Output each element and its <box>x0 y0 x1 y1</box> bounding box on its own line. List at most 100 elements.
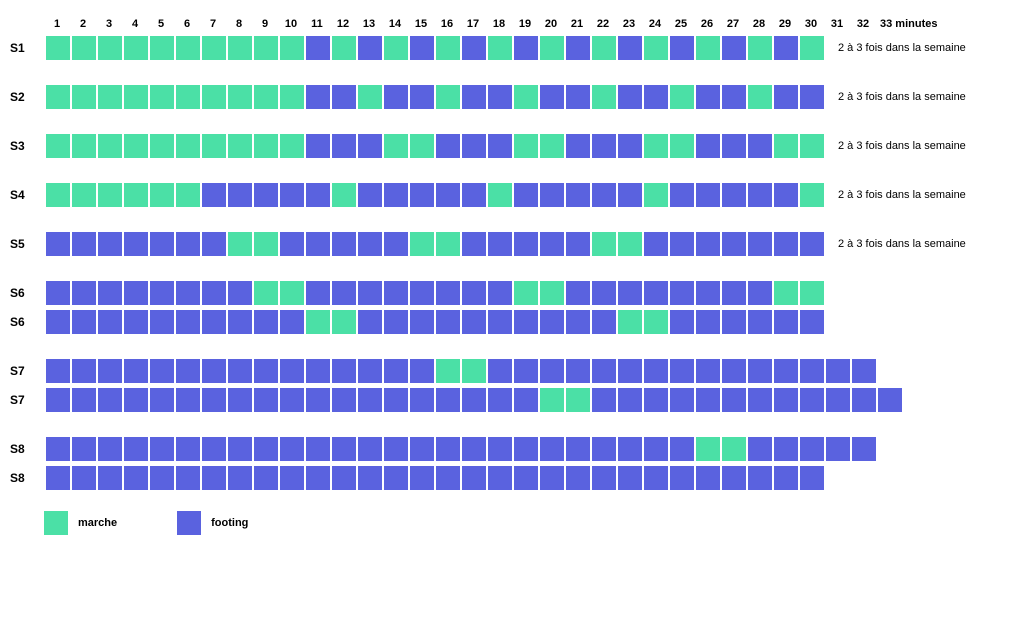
plan-row: S8 <box>8 464 1016 491</box>
legend-item-footing: footing <box>177 511 248 535</box>
cell-footing <box>202 388 226 412</box>
row-label: S5 <box>8 237 46 251</box>
cell-footing <box>332 359 356 383</box>
cell-marche <box>176 85 200 109</box>
cell-marche <box>696 36 720 60</box>
cell-footing <box>800 85 824 109</box>
cell-footing <box>98 359 122 383</box>
cell-marche <box>98 85 122 109</box>
cell-footing <box>72 437 96 461</box>
cell-footing <box>202 183 226 207</box>
cell-marche <box>254 36 278 60</box>
cell-footing <box>696 85 720 109</box>
minute-label: 7 <box>200 18 226 30</box>
cell-footing <box>436 437 460 461</box>
minute-label: 6 <box>174 18 200 30</box>
cell-footing <box>826 437 850 461</box>
cell-footing <box>774 310 798 334</box>
cell-footing <box>306 36 330 60</box>
minute-label: 16 <box>434 18 460 30</box>
cell-footing <box>722 183 746 207</box>
cell-footing <box>540 310 564 334</box>
cell-footing <box>462 281 486 305</box>
minute-label: 28 <box>746 18 772 30</box>
row-label: S8 <box>8 471 46 485</box>
cell-marche <box>410 134 434 158</box>
cell-marche <box>748 36 772 60</box>
cell-footing <box>774 359 798 383</box>
cell-footing <box>150 388 174 412</box>
cell-footing <box>488 437 512 461</box>
cell-footing <box>46 466 70 490</box>
cell-footing <box>774 388 798 412</box>
cell-marche <box>124 36 148 60</box>
cell-footing <box>72 359 96 383</box>
cell-footing <box>254 437 278 461</box>
cell-footing <box>358 232 382 256</box>
cell-footing <box>176 310 200 334</box>
cell-footing <box>644 232 668 256</box>
cell-marche <box>644 36 668 60</box>
cell-footing <box>254 466 278 490</box>
cell-footing <box>722 281 746 305</box>
minute-label: 19 <box>512 18 538 30</box>
cell-footing <box>566 232 590 256</box>
cell-footing <box>98 232 122 256</box>
row-note: 2 à 3 fois dans la semaine <box>838 238 966 250</box>
cell-footing <box>46 388 70 412</box>
cell-marche <box>774 281 798 305</box>
cell-footing <box>462 310 486 334</box>
cell-footing <box>306 359 330 383</box>
minute-label: 10 <box>278 18 304 30</box>
cell-footing <box>384 85 408 109</box>
cell-footing <box>722 359 746 383</box>
row-note: 2 à 3 fois dans la semaine <box>838 42 966 54</box>
minute-label: 22 <box>590 18 616 30</box>
cell-footing <box>332 134 356 158</box>
cell-footing <box>618 359 642 383</box>
cell-footing <box>410 437 434 461</box>
cell-marche <box>254 85 278 109</box>
cell-footing <box>280 232 304 256</box>
cell-marche <box>644 183 668 207</box>
cell-footing <box>592 183 616 207</box>
cell-footing <box>826 359 850 383</box>
cell-footing <box>150 232 174 256</box>
row-cells <box>46 388 904 412</box>
cell-footing <box>514 232 538 256</box>
cell-footing <box>124 466 148 490</box>
cell-marche <box>202 134 226 158</box>
cell-footing <box>696 183 720 207</box>
cell-footing <box>72 466 96 490</box>
cell-footing <box>306 437 330 461</box>
minute-label: 8 <box>226 18 252 30</box>
cell-marche <box>618 232 642 256</box>
cell-footing <box>254 388 278 412</box>
plan-row: S6 <box>8 308 1016 335</box>
cell-footing <box>488 388 512 412</box>
cell-footing <box>384 183 408 207</box>
cell-footing <box>462 437 486 461</box>
cell-footing <box>488 466 512 490</box>
cell-footing <box>540 183 564 207</box>
cell-footing <box>384 388 408 412</box>
cell-footing <box>46 359 70 383</box>
cell-footing <box>228 359 252 383</box>
cell-footing <box>670 310 694 334</box>
cell-footing <box>748 183 772 207</box>
cell-footing <box>722 310 746 334</box>
cell-marche <box>722 437 746 461</box>
cell-marche <box>384 134 408 158</box>
cell-footing <box>618 388 642 412</box>
cell-footing <box>696 466 720 490</box>
cell-marche <box>462 359 486 383</box>
cell-footing <box>748 281 772 305</box>
row-cells <box>46 281 826 305</box>
minute-label: 24 <box>642 18 668 30</box>
cell-footing <box>384 466 408 490</box>
cell-footing <box>722 232 746 256</box>
cell-footing <box>696 281 720 305</box>
cell-marche <box>332 36 356 60</box>
cell-footing <box>280 359 304 383</box>
cell-footing <box>436 310 460 334</box>
